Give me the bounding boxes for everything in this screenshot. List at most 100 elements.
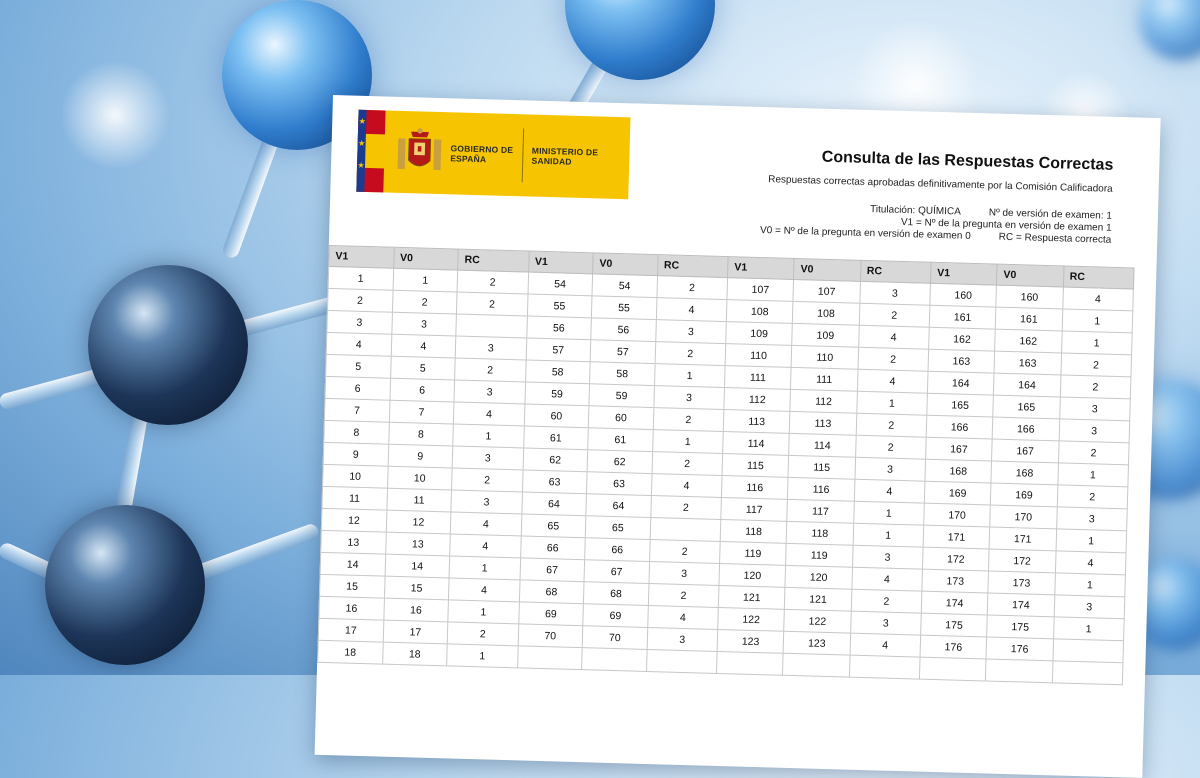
table-cell: 173 [988,570,1055,595]
table-cell: 3 [391,312,457,337]
table-cell: 2 [457,270,529,295]
table-cell: 54 [592,273,658,298]
table-cell: 120 [785,565,853,590]
table-cell: 16 [318,596,385,621]
table-cell: 4 [1054,550,1127,575]
table-cell: 58 [589,361,655,386]
table-cell: 115 [722,453,789,478]
table-cell: 107 [793,279,861,304]
table-cell: 16 [383,598,449,622]
table-cell: 17 [318,618,384,643]
table-cell: 164 [927,371,995,396]
table-cell: 162 [928,327,996,352]
table-cell: 113 [723,409,791,434]
spain-flag-icon: ★ ★ ★ [356,109,388,193]
table-cell: 58 [525,359,591,384]
table-cell: 1 [652,429,724,454]
column-header: RC [457,249,529,273]
table-cell: 7 [324,398,390,423]
legend-rc: RC = Respuesta correcta [998,231,1112,246]
table-cell: 108 [792,301,860,326]
table-cell: 3 [854,457,926,482]
table-cell: 67 [584,559,650,584]
table-cell: 3 [451,489,522,514]
table-cell: 115 [788,455,856,480]
table-cell: 6 [325,376,391,401]
table-cell: 1 [452,423,524,448]
table-cell [849,655,920,680]
table-cell: 160 [929,283,997,308]
table-cell: 57 [590,339,656,364]
table-cell: 10 [322,464,388,489]
column-header: V0 [393,247,459,271]
table-cell: 61 [587,427,653,452]
table-cell: 3 [859,281,931,306]
table-cell: 161 [929,305,997,330]
table-cell: 170 [923,503,991,528]
table-cell: 169 [990,483,1058,507]
table-cell: 11 [386,488,452,512]
table-cell: 1 [1055,528,1127,553]
table-cell: 111 [790,367,858,392]
table-cell: 112 [723,387,791,412]
table-cell: 70 [582,625,648,650]
table-cell: 65 [585,515,651,540]
table-cell: 59 [524,381,590,406]
table-cell [455,314,527,338]
table-cell: 59 [588,383,655,408]
table-cell: 2 [1056,484,1128,509]
table-cell: 2 [647,583,719,608]
table-cell: 1 [1061,330,1133,355]
table-cell: 2 [649,539,721,564]
titulacion-label: Titulación: QUÍMICA [869,204,961,218]
table-cell: 118 [720,519,788,544]
table-cell: 68 [518,579,585,604]
table-cell: 174 [921,591,989,615]
table-cell: 119 [785,543,853,568]
table-cell: 108 [726,299,794,324]
table-cell: 121 [718,585,786,610]
document-title: Consulta de las Respuestas Correctas [821,148,1114,174]
table-cell: 3 [1053,594,1125,619]
table-cell: 174 [987,592,1055,617]
table-cell: 2 [1060,352,1132,377]
answers-table: V1 V0 RC V1 V0 RC V1 V0 RC V1 V0 RC 1 1 2 54 54 2 107 107 3… [317,245,1134,685]
table-cell: 1 [449,555,521,580]
government-logo: ★ ★ ★ GOBIERNO DE ESPAÑA MINISTERIO DE SAN… [356,109,631,200]
table-cell: 8 [323,420,389,445]
table-cell: 117 [787,499,854,524]
table-cell: 4 [655,297,727,322]
table-cell: 2 [652,407,724,432]
table-cell: 2 [456,292,528,317]
table-cell: 112 [790,389,857,414]
column-header: V0 [793,258,861,282]
table-cell: 5 [325,354,391,379]
table-cell: 63 [586,471,652,496]
table-cell: 14 [320,552,386,577]
table-cell: 55 [591,295,657,320]
table-cell: 3 [326,310,393,335]
table-cell: 1 [328,266,394,291]
table-cell: 12 [321,508,387,533]
table-cell: 56 [590,317,656,342]
column-header: RC [657,254,729,278]
table-cell: 172 [922,547,990,571]
logo-ministerio-text: MINISTERIO DE SANIDAD [531,145,599,167]
table-cell: 172 [988,549,1056,573]
table-cell [649,517,721,542]
table-cell: 69 [518,601,584,626]
table-cell [985,658,1053,683]
table-cell: 176 [986,636,1054,661]
table-cell: 1 [447,599,519,624]
table-cell: 167 [925,437,993,462]
table-cell: 3 [850,611,922,636]
exam-meta: Titulación: QUÍMICA Nº de versión de exam… [760,201,1112,247]
table-cell: 114 [788,433,856,458]
coat-of-arms-icon [397,128,442,171]
column-header: V1 [328,245,394,269]
table-cell: 3 [852,545,924,570]
table-cell: 110 [791,345,859,370]
table-cell: 13 [320,530,386,555]
table-cell: 166 [926,415,993,440]
table-cell: 169 [924,481,992,506]
